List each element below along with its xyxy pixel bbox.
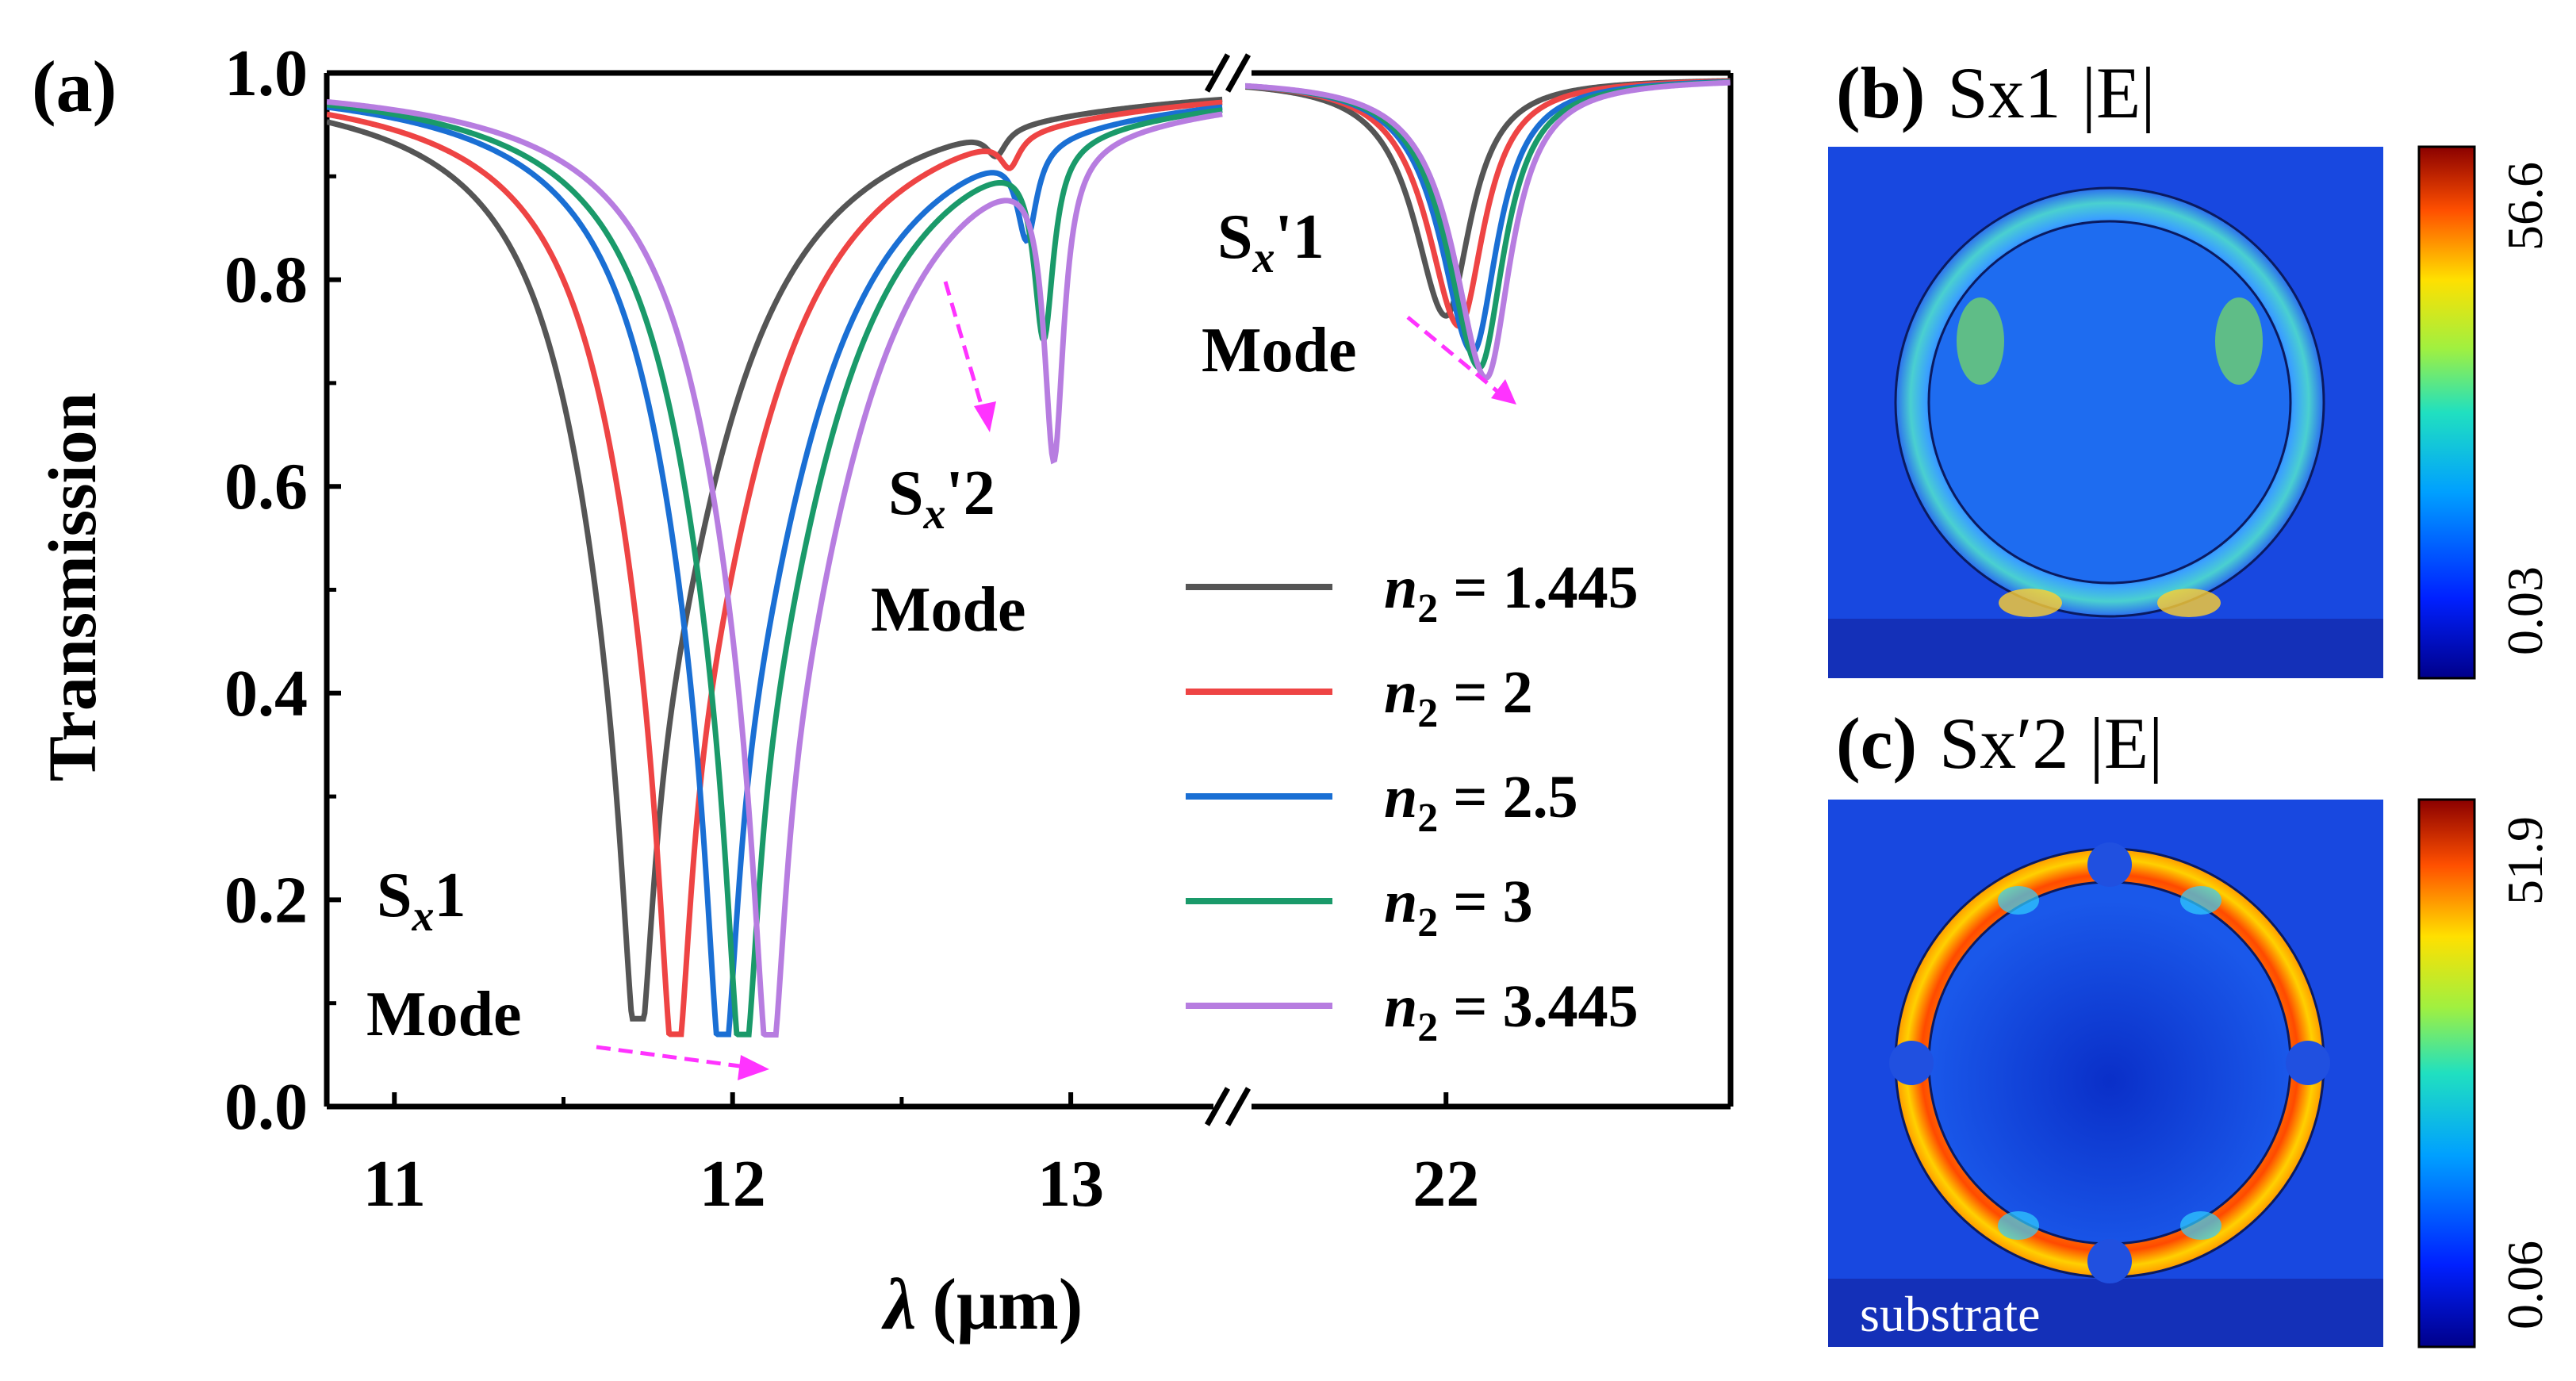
colorbar-b-min: 0.03 xyxy=(2497,566,2553,655)
panel-b-mode: Sx1 xyxy=(1947,52,2060,133)
y-tick-label: 0.6 xyxy=(224,450,308,524)
y-tick-label: 0.8 xyxy=(224,244,308,317)
panel-a-label: (a) xyxy=(32,46,117,127)
y-tick-label: 0.2 xyxy=(224,863,308,937)
series-line-left xyxy=(327,98,1223,1038)
y-tick-label: 0.4 xyxy=(224,657,308,731)
panel-c-label: (c) Sx′2 |E| xyxy=(1836,703,2163,784)
colorbar-c xyxy=(2417,798,2476,1348)
colorbar-b xyxy=(2417,145,2476,680)
axis-break-bottom xyxy=(1204,1087,1252,1126)
x-tick-label: 11 xyxy=(363,1147,426,1221)
x-tick-label: 12 xyxy=(700,1147,766,1221)
legend-label: n2 = 2.5 xyxy=(1384,764,1578,841)
x-axis-label: λ (μm) xyxy=(881,1264,1083,1345)
legend-label: n2 = 2 xyxy=(1384,659,1533,736)
panel-b-letter: (b) xyxy=(1836,52,1925,133)
axis-break-top xyxy=(1204,53,1252,93)
tick-labels: 0.0 0.2 0.4 0.6 0.8 1.0 11 12 13 22 xyxy=(224,36,1479,1221)
shift-arrows xyxy=(596,281,1501,1069)
svg-text:Mode: Mode xyxy=(366,980,522,1049)
annotation-sx1: Sx1 Mode xyxy=(366,861,522,1049)
panel-b-label: (b) Sx1 |E| xyxy=(1836,52,2156,133)
series-line-left xyxy=(327,104,1223,1038)
annotation-sx-prime-1: Sx'1 Mode xyxy=(1202,202,1357,386)
series-lines xyxy=(327,78,1731,1038)
y-axis-label: Transmission xyxy=(34,393,110,782)
substrate-label: substrate xyxy=(1860,1286,2041,1342)
colorbar-b-max: 56.6 xyxy=(2497,162,2553,251)
series-line-left xyxy=(327,99,1223,1038)
legend-label: n2 = 3 xyxy=(1384,869,1533,946)
annotation-sx-prime-2: Sx'2 Mode xyxy=(871,458,1026,645)
x-tick-label: 22 xyxy=(1413,1147,1479,1221)
field-map-b xyxy=(1828,147,2383,678)
svg-text:Mode: Mode xyxy=(871,575,1026,645)
series-line-left xyxy=(327,102,1223,1038)
legend-label: n2 = 3.445 xyxy=(1384,973,1639,1050)
legend: n2 = 1.445 n2 = 2 n2 = 2.5 n2 = 3 n2 = 3.445 xyxy=(1186,554,1639,1050)
x-axis-unit: (μm) xyxy=(932,1264,1083,1345)
x-axis-symbol: λ xyxy=(881,1264,917,1345)
series-line-left xyxy=(327,96,1223,1022)
colorbar-c-max: 51.9 xyxy=(2497,816,2553,905)
colorbar-c-min: 0.06 xyxy=(2497,1241,2553,1329)
svg-text:Mode: Mode xyxy=(1202,316,1357,386)
legend-label: n2 = 1.445 xyxy=(1384,554,1639,631)
panel-c-letter: (c) xyxy=(1836,703,1917,784)
x-tick-label: 13 xyxy=(1037,1147,1104,1221)
svg-text:Sx1: Sx1 xyxy=(377,861,466,941)
arrow-heads xyxy=(738,379,1516,1080)
axis-ticks xyxy=(327,71,1449,1109)
svg-text:Sx'2: Sx'2 xyxy=(888,458,995,539)
y-tick-label: 0.0 xyxy=(224,1070,308,1144)
series-line-right xyxy=(1245,79,1731,381)
field-map-c xyxy=(1828,800,2383,1347)
svg-text:Sx'1: Sx'1 xyxy=(1217,202,1324,282)
panel-b-field: |E| xyxy=(2082,52,2156,133)
y-tick-label: 1.0 xyxy=(224,36,308,110)
panel-c-field: |E| xyxy=(2089,703,2163,784)
panel-c-mode: Sx′2 xyxy=(1939,703,2068,784)
